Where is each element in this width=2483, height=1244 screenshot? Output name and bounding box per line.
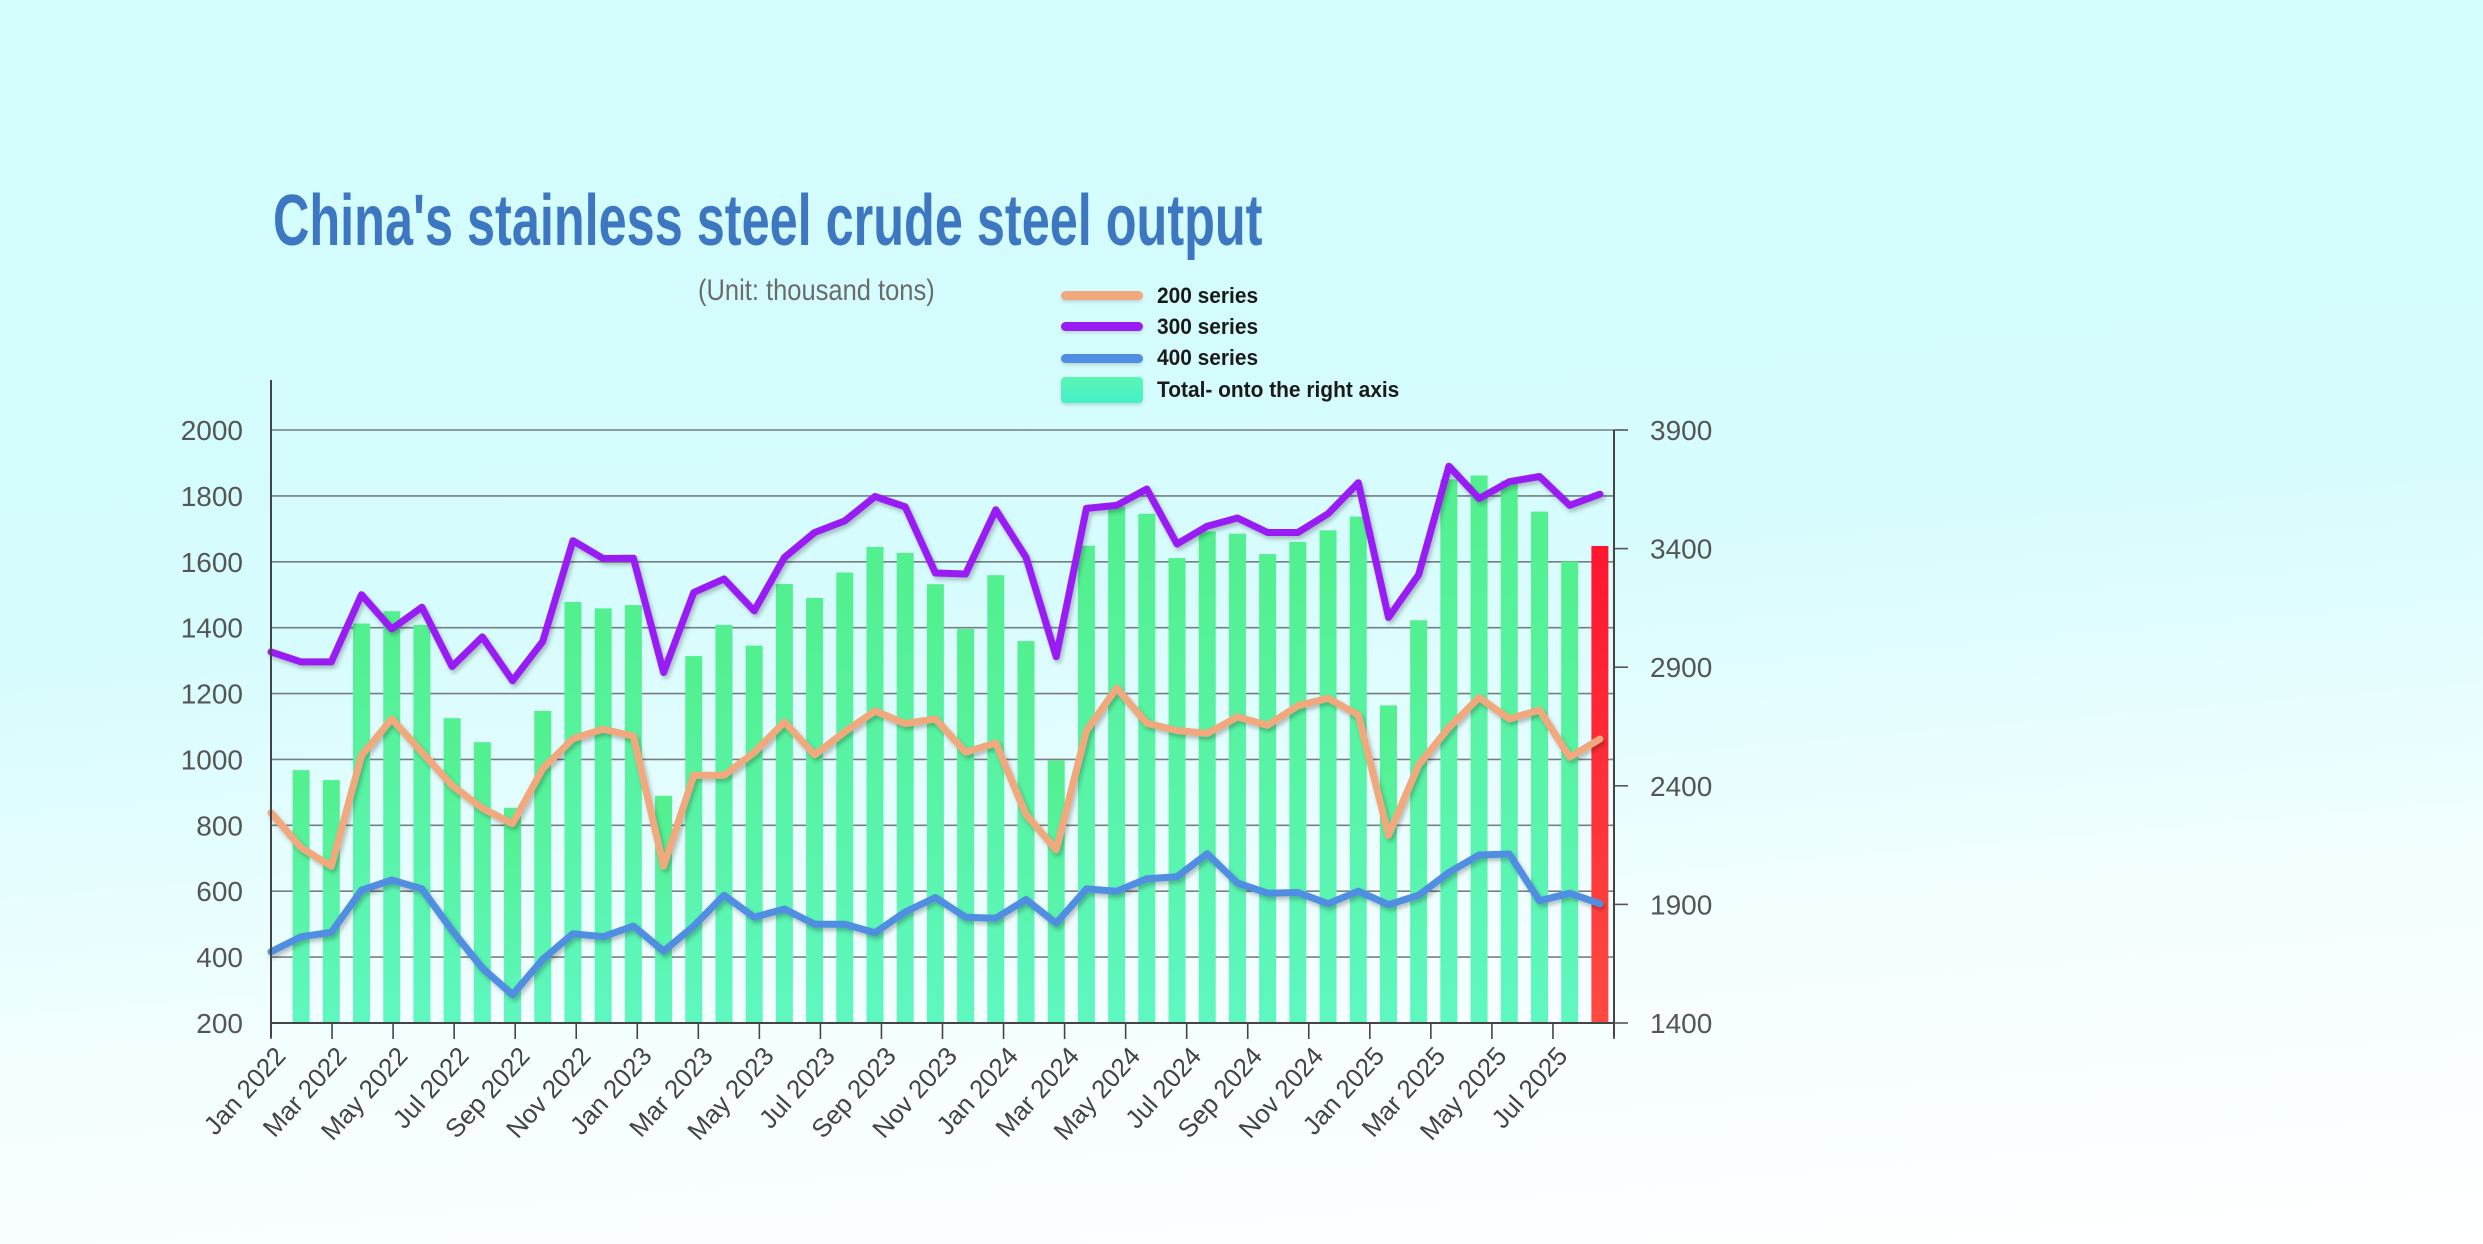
bar-total xyxy=(745,645,763,1023)
left-axis-tick-label: 2000 xyxy=(181,415,243,446)
legend-item-200-series: 200 series xyxy=(1061,280,1412,311)
left-axis-tick-label: 1800 xyxy=(181,481,243,512)
bar-total xyxy=(775,583,793,1023)
bar-total xyxy=(685,656,703,1023)
right-axis-tick-label: 3400 xyxy=(1650,534,1712,565)
left-axis-tick-label: 1000 xyxy=(181,744,243,775)
bar-total xyxy=(1530,511,1548,1023)
legend-item-total: Total- onto the right axis xyxy=(1061,374,1412,405)
bar-total xyxy=(987,575,1005,1023)
legend-swatch-200-series xyxy=(1061,291,1143,301)
right-axis-tick-label: 3900 xyxy=(1650,415,1712,446)
legend: 200 series 300 series 400 series Total- … xyxy=(1061,280,1412,405)
bar-total xyxy=(473,742,491,1023)
bar-total xyxy=(1228,533,1246,1023)
left-axis-tick-label: 400 xyxy=(196,942,243,973)
legend-label: 400 series xyxy=(1157,345,1259,371)
bar-total xyxy=(322,780,340,1023)
bar-total xyxy=(1077,545,1095,1023)
legend-item-400-series: 400 series xyxy=(1061,343,1412,374)
legend-label: 300 series xyxy=(1157,313,1259,339)
bar-total xyxy=(353,623,371,1023)
legend-item-300-series: 300 series xyxy=(1061,311,1412,342)
chart-subtitle: (Unit: thousand tons) xyxy=(698,274,935,307)
bar-total xyxy=(1259,554,1277,1023)
bar-total xyxy=(1198,531,1216,1023)
bar-total xyxy=(866,546,884,1023)
bar-total xyxy=(564,601,582,1023)
right-axis-tick-label: 2400 xyxy=(1650,771,1712,802)
bar-total xyxy=(926,584,944,1023)
left-axis-tick-label: 600 xyxy=(196,876,243,907)
bar-total xyxy=(594,608,612,1023)
bar-total xyxy=(443,718,461,1023)
bar-total xyxy=(1500,480,1518,1024)
bar-total xyxy=(413,624,431,1023)
chart-title: China's stainless steel crude steel outp… xyxy=(273,181,1263,261)
legend-label: Total- onto the right axis xyxy=(1157,376,1400,402)
bar-total xyxy=(1470,475,1488,1024)
bar-total xyxy=(1017,641,1035,1023)
bar-total-highlight xyxy=(1591,545,1609,1023)
bar-total xyxy=(1410,620,1428,1023)
right-axis-tick-label: 1400 xyxy=(1650,1008,1712,1039)
bar-total xyxy=(534,710,552,1023)
legend-label: 200 series xyxy=(1157,282,1259,308)
legend-swatch-400-series xyxy=(1061,353,1143,363)
bar-total xyxy=(836,572,854,1023)
bar-total xyxy=(896,552,914,1023)
bar-total xyxy=(1379,705,1397,1023)
left-axis-tick-label: 1400 xyxy=(181,613,243,644)
bar-total xyxy=(715,624,733,1023)
bar-total xyxy=(292,770,310,1023)
left-axis-tick-label: 1200 xyxy=(181,679,243,710)
bar-total xyxy=(1319,530,1337,1023)
left-axis-tick-label: 1600 xyxy=(181,547,243,578)
bar-total xyxy=(1349,516,1367,1023)
bar-total xyxy=(1561,561,1579,1023)
bar-total xyxy=(1138,513,1156,1023)
bar-total xyxy=(383,611,401,1023)
bar-total xyxy=(1440,479,1458,1023)
bar-total xyxy=(1047,760,1065,1023)
bar-total xyxy=(1108,506,1126,1023)
right-axis-tick-label: 2900 xyxy=(1650,652,1712,683)
bar-total xyxy=(957,629,975,1023)
right-axis-tick-label: 1900 xyxy=(1650,889,1712,920)
left-axis-tick-label: 800 xyxy=(196,810,243,841)
bar-total xyxy=(806,597,824,1023)
bar-total xyxy=(1168,558,1186,1023)
bar-total xyxy=(504,807,522,1023)
bar-total xyxy=(1289,541,1307,1023)
legend-swatch-300-series xyxy=(1061,322,1143,332)
legend-swatch-total xyxy=(1061,376,1143,403)
bar-total xyxy=(624,605,642,1023)
left-axis-tick-label: 200 xyxy=(196,1008,243,1039)
